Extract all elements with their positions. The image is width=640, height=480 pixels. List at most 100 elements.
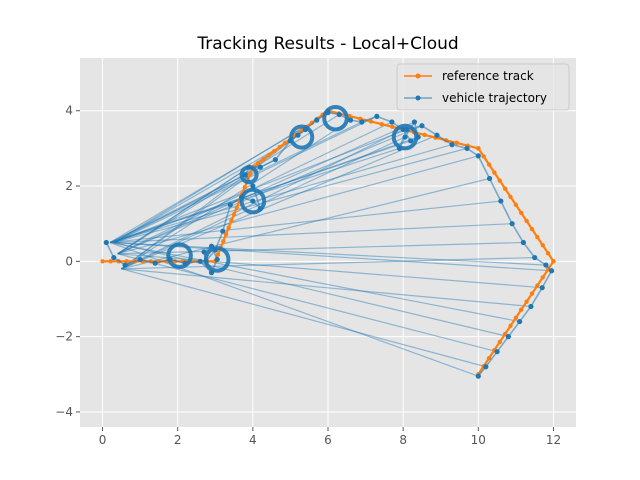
reference-track-point bbox=[519, 307, 524, 312]
trajectory-jump-line bbox=[109, 200, 501, 244]
vehicle-trajectory-point bbox=[122, 262, 128, 268]
reference-track-point bbox=[519, 210, 524, 216]
vehicle-trajectory-point bbox=[374, 113, 380, 119]
vehicle-trajectory-point bbox=[528, 303, 534, 310]
legend-label-reference: reference track bbox=[442, 69, 534, 83]
vehicle-trajectory-point bbox=[302, 126, 309, 133]
x-tick-label: 4 bbox=[249, 433, 257, 447]
vehicle-trajectory-point bbox=[389, 119, 395, 125]
reference-track-point bbox=[540, 275, 545, 280]
reference-track-point bbox=[513, 315, 519, 321]
vehicle-trajectory-point bbox=[208, 243, 215, 249]
connection-lines bbox=[109, 112, 552, 377]
vehicle-trajectory-point bbox=[246, 164, 252, 170]
trajectory-jump-line bbox=[113, 147, 468, 244]
vehicle-trajectory-point bbox=[111, 254, 117, 261]
reference-track-point bbox=[247, 171, 253, 177]
vehicle-trajectory-point bbox=[137, 256, 143, 263]
vehicle-trajectory-point bbox=[201, 249, 207, 255]
trajectory-jump-line bbox=[109, 119, 318, 244]
trajectory-loop bbox=[239, 187, 267, 215]
reference-track-point bbox=[223, 232, 229, 237]
reference-track-point bbox=[368, 119, 374, 124]
x-tick-label: 8 bbox=[399, 433, 407, 447]
vehicle-trajectory-point bbox=[325, 109, 331, 116]
trajectory-jump-line bbox=[113, 223, 513, 244]
vehicle-trajectory-point bbox=[167, 256, 173, 263]
reference-track-point bbox=[502, 331, 508, 337]
vehicle-trajectory-point bbox=[336, 111, 342, 118]
reference-track-point bbox=[508, 194, 513, 199]
reference-track-point bbox=[492, 170, 497, 175]
vehicle-trajectory-point bbox=[475, 373, 481, 379]
y-tick-label: −4 bbox=[55, 405, 73, 419]
vehicle-trajectory-point bbox=[314, 117, 320, 123]
legend-dot-reference bbox=[415, 73, 421, 79]
legend-box bbox=[396, 63, 570, 111]
chart-title: Tracking Results - Local+Cloud bbox=[196, 34, 458, 54]
reference-track-point bbox=[524, 218, 529, 224]
vehicle-trajectory-point bbox=[287, 138, 294, 144]
reference-track-point bbox=[535, 283, 540, 288]
reference-track-point bbox=[215, 252, 221, 257]
vehicle-trajectory-point bbox=[483, 364, 489, 370]
trajectory-jump-line bbox=[117, 241, 524, 255]
trajectory-jump-line bbox=[117, 121, 393, 255]
trajectory-jump-line bbox=[121, 256, 535, 270]
vehicle-trajectory-point bbox=[182, 260, 188, 266]
x-tick-label: 10 bbox=[471, 433, 486, 447]
trajectory-jump-line bbox=[121, 268, 486, 368]
vehicle-trajectory-point bbox=[203, 258, 209, 264]
trajectory-jump-line bbox=[117, 253, 498, 353]
reference-track-point bbox=[277, 144, 282, 150]
vehicle-trajectory-point bbox=[494, 349, 500, 355]
reference-track-point bbox=[282, 140, 288, 146]
reference-track-point bbox=[529, 291, 535, 296]
reference-track-point bbox=[454, 140, 460, 146]
vehicle-trajectory-point bbox=[434, 132, 440, 138]
reference-track-point bbox=[256, 160, 261, 166]
trajectory-jump-line bbox=[113, 128, 408, 244]
trajectory-jump-line bbox=[121, 177, 490, 270]
y-tick-label: 0 bbox=[65, 254, 73, 268]
x-tick-label: 12 bbox=[546, 433, 561, 447]
reference-track-point bbox=[486, 162, 492, 167]
vehicle-trajectory-point bbox=[257, 206, 263, 212]
vehicle-trajectory-point bbox=[295, 132, 301, 138]
vehicle-trajectory-point bbox=[214, 256, 220, 263]
reference-track-point bbox=[529, 226, 535, 232]
reference-track-point bbox=[551, 259, 556, 264]
vehicle-trajectory-point bbox=[212, 247, 218, 253]
trajectory-jump-line bbox=[117, 125, 423, 255]
reference-track-point bbox=[242, 185, 247, 190]
vehicle-trajectory-point bbox=[517, 318, 523, 325]
reference-track-point bbox=[234, 205, 239, 210]
reference-track-point bbox=[108, 259, 113, 264]
trajectory-jump-line bbox=[117, 121, 415, 255]
reference-track-point bbox=[497, 178, 502, 183]
reference-track-point bbox=[502, 186, 508, 191]
vehicle-trajectory-point bbox=[486, 175, 493, 182]
trajectory-jump-line bbox=[121, 268, 531, 308]
trajectory-jump-line bbox=[109, 144, 453, 244]
vehicle-trajectory-point bbox=[402, 134, 408, 140]
vehicle-trajectory-point bbox=[464, 145, 470, 151]
trajectory-jump-line bbox=[117, 155, 479, 255]
trajectory-jump-line bbox=[113, 241, 509, 338]
vehicle-trajectory-point bbox=[257, 164, 263, 170]
vehicle-trajectory-point bbox=[408, 138, 414, 144]
reference-track-point bbox=[540, 242, 545, 248]
vehicle-trajectory-point bbox=[103, 239, 109, 246]
trajectory-jump-line bbox=[109, 241, 520, 323]
reference-track-point bbox=[390, 124, 395, 130]
vehicle-trajectory-point bbox=[404, 126, 410, 133]
y-tick-label: 2 bbox=[65, 179, 73, 193]
reference-track-point bbox=[497, 339, 502, 345]
vehicle-trajectory-point bbox=[272, 157, 278, 163]
reference-track-point bbox=[524, 299, 529, 304]
vehicle-trajectory-point bbox=[505, 334, 511, 340]
trajectory-jump-line bbox=[117, 113, 340, 255]
vehicle-trajectory-point bbox=[197, 258, 203, 264]
